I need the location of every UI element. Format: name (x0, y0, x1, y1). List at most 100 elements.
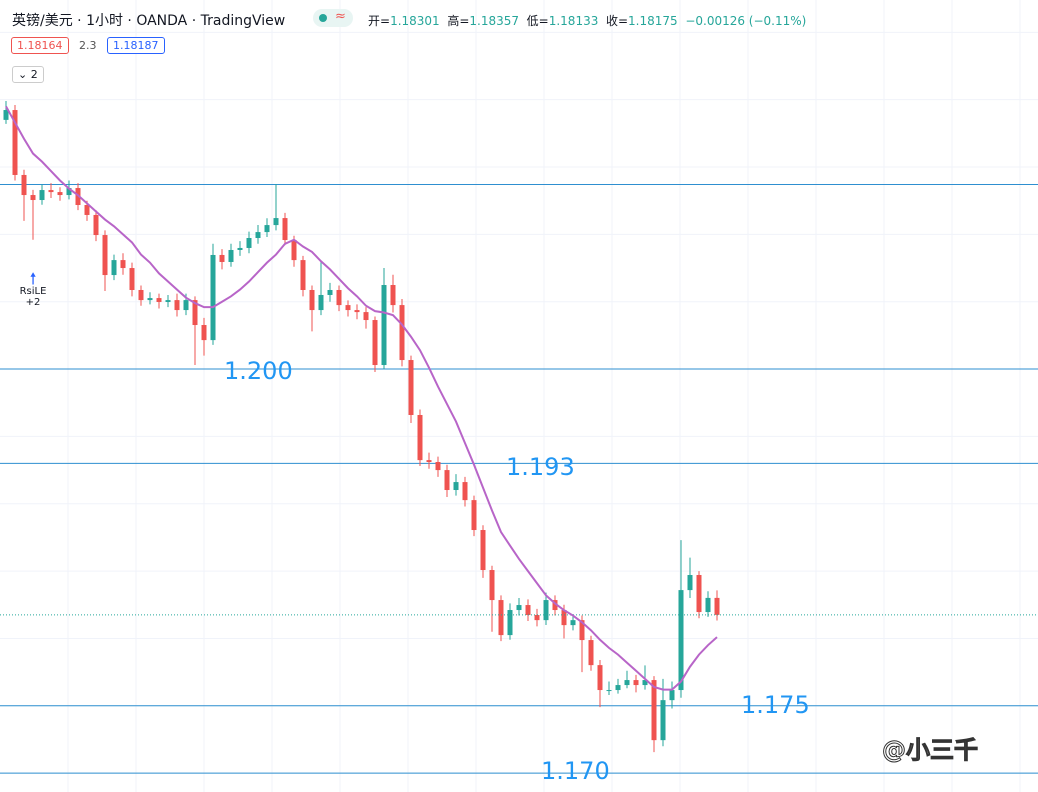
signal-marker: 🠕 RsiLE +2 (19, 269, 47, 309)
ohlc-value: 1.18175 (628, 14, 678, 28)
candle-body (138, 289, 144, 301)
candle-body (273, 218, 279, 226)
level-label: 1.175 (741, 691, 810, 719)
candle-body (210, 254, 216, 341)
candle-body (318, 294, 324, 311)
bid-price[interactable]: 1.18164 (11, 37, 69, 54)
candle-body (489, 570, 495, 601)
status-pill[interactable]: ≈ (313, 9, 353, 27)
candle-body (444, 470, 450, 491)
candle-body (147, 298, 153, 301)
moving-average (5, 105, 718, 691)
candle-body (678, 590, 684, 691)
ohlc-legend: 开=1.18301 高=1.18357 低=1.18133 收=1.18175 … (368, 12, 806, 29)
candle-body (183, 300, 189, 311)
candle-body (327, 289, 333, 295)
candle-body (417, 414, 423, 461)
candle-body (192, 300, 198, 326)
candle-body (174, 300, 180, 311)
ohlc-label: 高= (447, 14, 470, 28)
candle-body (237, 247, 243, 250)
ohlc-value: 1.18133 (548, 14, 599, 28)
candle-body (3, 110, 9, 120)
candle-body (21, 174, 27, 196)
candle-body (714, 597, 720, 615)
candle-body (156, 298, 162, 302)
candle-body (570, 620, 576, 626)
candle-body (606, 690, 612, 692)
candle-body (354, 310, 360, 313)
indicator-count: 2 (30, 68, 38, 81)
candle-body (66, 188, 72, 196)
ohlc-value: 1.18357 (469, 14, 520, 28)
candle-body (165, 300, 171, 302)
watermark: @小三千 (882, 736, 979, 765)
candle-body (291, 240, 297, 261)
candle-body (300, 260, 306, 290)
candle-body (57, 192, 63, 196)
candle-body (345, 305, 351, 311)
candle-body (39, 190, 45, 201)
candle-body (363, 312, 369, 321)
candle-body (453, 482, 459, 491)
candle-body (246, 238, 252, 248)
candle-body (597, 665, 603, 691)
candle-body (552, 600, 558, 611)
candle-body (660, 700, 666, 741)
candle-body (30, 195, 36, 201)
signal-label: RsiLE (19, 286, 47, 297)
candle-body (309, 289, 315, 311)
level-label: 1.170 (541, 757, 610, 785)
candle-body (669, 690, 675, 701)
candle-body (120, 260, 126, 269)
candle-body (543, 600, 549, 621)
candle-body (12, 110, 18, 175)
candle-body (624, 680, 630, 686)
candle-body (687, 575, 693, 591)
candle-body (561, 610, 567, 626)
candle-body (507, 610, 513, 636)
candle-body (102, 235, 108, 276)
candle-body (525, 605, 531, 616)
change: −0.00126 (−0.11%) (685, 14, 807, 28)
candle-body (471, 500, 477, 531)
candle-body (201, 325, 207, 341)
candle-body (336, 289, 342, 306)
candle-body (111, 260, 117, 276)
symbol-title[interactable]: 英镑/美元 · 1小时 · OANDA · TradingView (12, 13, 286, 29)
candle-body (462, 482, 468, 501)
candle-body (84, 205, 90, 215)
ohlc-value: 1.18301 (390, 14, 440, 28)
candle-body (399, 305, 405, 361)
level-label: 1.200 (224, 357, 293, 385)
spread: 2.3 (79, 39, 97, 52)
candle-body (579, 620, 585, 641)
candle-body (615, 685, 621, 691)
candle-body (255, 232, 261, 239)
candle-body (642, 680, 648, 686)
candle-body (48, 190, 54, 193)
candle-body (498, 600, 504, 636)
ask-price[interactable]: 1.18187 (107, 37, 165, 54)
candle-body (219, 254, 225, 262)
ohlc-label: 开= (368, 14, 391, 28)
candle-body (129, 268, 135, 290)
ohlc-label: 收= (605, 14, 629, 28)
candle-body (282, 218, 288, 241)
candle-body (435, 462, 441, 471)
candle-body (408, 360, 414, 415)
candle-body (381, 285, 387, 366)
ohlc-label: 低= (526, 14, 549, 28)
candle-body (264, 225, 270, 233)
level-label: 1.193 (506, 453, 575, 481)
candle-body (93, 214, 99, 236)
candle-body (633, 680, 639, 686)
candle-body (516, 605, 522, 611)
indicator-toggle[interactable]: ⌄ 2 (12, 66, 44, 83)
candle-body (705, 597, 711, 613)
candle-body (651, 680, 657, 741)
candle-body (588, 640, 594, 666)
candle-body (228, 249, 234, 262)
